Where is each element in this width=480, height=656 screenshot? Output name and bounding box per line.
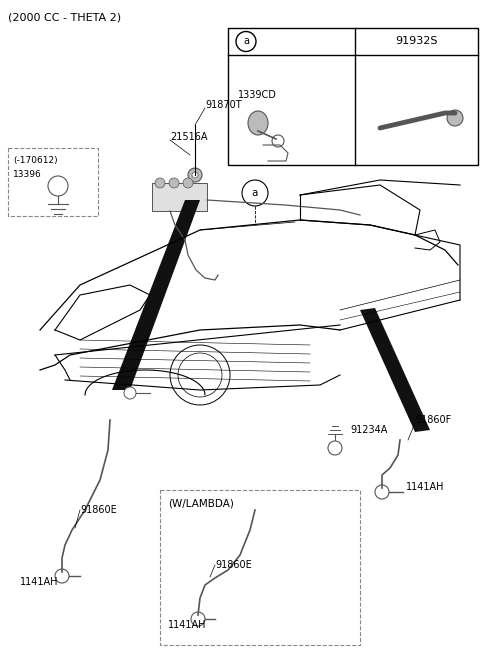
Circle shape [48, 176, 68, 196]
Circle shape [192, 172, 198, 178]
Circle shape [191, 612, 205, 626]
Text: 1339CD: 1339CD [238, 90, 277, 100]
Text: 91860E: 91860E [80, 505, 117, 515]
Text: a: a [243, 37, 249, 47]
Circle shape [183, 178, 193, 188]
Circle shape [170, 345, 230, 405]
Text: 91932S: 91932S [395, 37, 438, 47]
Circle shape [272, 135, 284, 147]
Circle shape [55, 569, 69, 583]
Text: (-170612): (-170612) [13, 156, 58, 165]
Text: a: a [252, 188, 258, 198]
Circle shape [375, 485, 389, 499]
Circle shape [236, 31, 256, 52]
Text: 91870T: 91870T [205, 100, 241, 110]
Text: 91234A: 91234A [350, 425, 387, 435]
Bar [160, 490, 360, 645]
Text: 13396: 13396 [13, 170, 42, 179]
Bar [8, 148, 98, 216]
Text: 21516A: 21516A [170, 132, 207, 142]
Polygon shape [112, 200, 200, 390]
Circle shape [188, 168, 202, 182]
Circle shape [155, 178, 165, 188]
Circle shape [169, 178, 179, 188]
Circle shape [242, 180, 268, 206]
Text: (2000 CC - THETA 2): (2000 CC - THETA 2) [8, 12, 121, 22]
Text: 91860E: 91860E [215, 560, 252, 570]
Circle shape [178, 353, 222, 397]
Bar [228, 28, 478, 165]
Ellipse shape [248, 111, 268, 135]
Circle shape [328, 441, 342, 455]
Circle shape [447, 110, 463, 126]
Text: 1141AH: 1141AH [20, 577, 59, 587]
Text: 1141AH: 1141AH [406, 482, 444, 492]
Bar [152, 183, 207, 211]
Text: 91860F: 91860F [415, 415, 451, 425]
Text: 1141AH: 1141AH [168, 620, 206, 630]
Polygon shape [360, 308, 430, 432]
Circle shape [124, 387, 136, 399]
Text: (W/LAMBDA): (W/LAMBDA) [168, 498, 234, 508]
